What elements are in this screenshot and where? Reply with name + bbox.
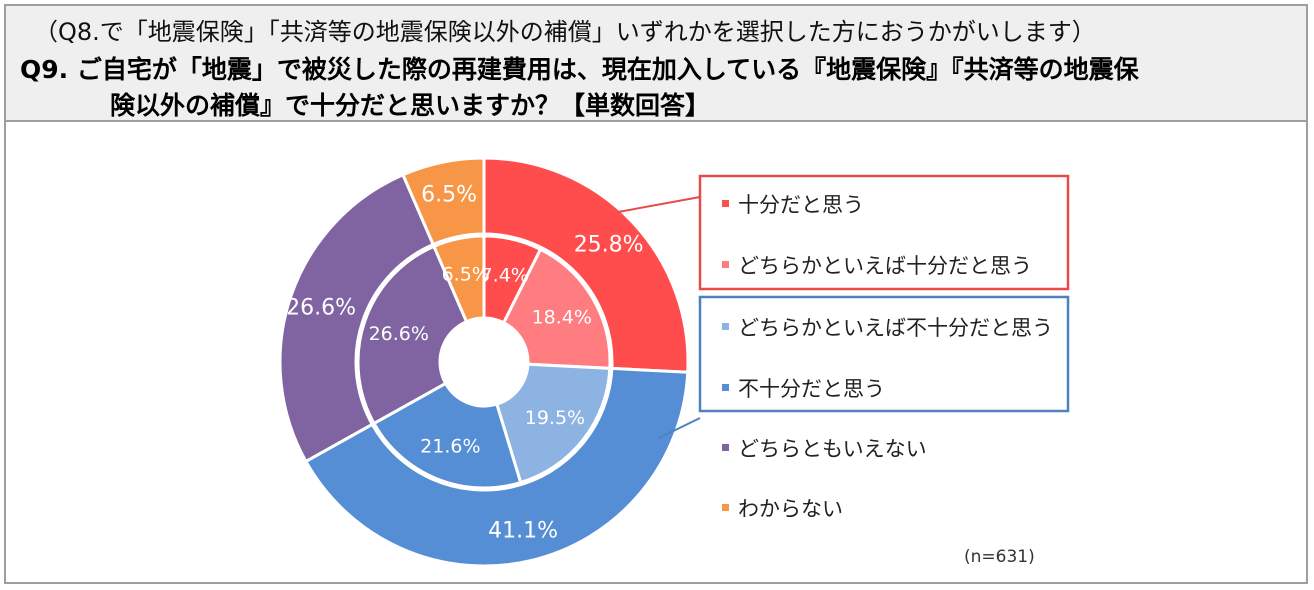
inner-ring	[356, 234, 612, 490]
legend-label: どちらかといえば十分だと思う	[738, 254, 1032, 278]
question-header: （Q8.で「地震保険」「共済等の地震保険以外の補償」いずれかを選択した方におうか…	[6, 6, 1306, 122]
outer-slice	[482, 156, 690, 374]
legend-label: わからない	[738, 497, 843, 521]
legend-swatch	[722, 261, 729, 268]
outer-ring	[278, 156, 690, 568]
inner-data-label: 26.6%	[369, 323, 429, 345]
outer-labels: 25.8% 41.1% 26.6% 6.5%	[286, 182, 643, 543]
inner-slice	[356, 244, 469, 426]
outer-data-label: 6.5%	[421, 182, 477, 207]
insufficient-group-box	[698, 295, 1070, 413]
outer-slice	[278, 172, 436, 464]
legend-label: どちらともいえない	[738, 437, 927, 461]
question-title-line-2: 険以外の補償』で十分だと思いますか？【単数回答】	[110, 91, 711, 120]
outer-data-label: 25.8%	[574, 232, 644, 257]
inner-slice	[494, 362, 612, 485]
sample-size-note: (n=631)	[964, 547, 1035, 567]
sufficient-group-box	[698, 174, 1070, 291]
legend-label: どちらかといえば不十分だと思う	[738, 316, 1053, 340]
inner-slice	[431, 234, 486, 324]
outer-slice	[303, 366, 690, 568]
inner-labels: 7.4%18.4% 19.5% 21.6% 26.6% 6.5%	[369, 264, 592, 458]
inner-data-label: 7.4%	[481, 264, 529, 286]
inner-data-label: 6.5%	[442, 264, 490, 286]
sub-condition-text: （Q8.で「地震保険」「共済等の地震保険以外の補償」いずれかを選択した方におうか…	[34, 18, 1096, 46]
legend: 十分だと思うどちらかといえば十分だと思うどちらかといえば不十分だと思う不十分だと…	[722, 193, 1053, 521]
outer-data-label: 41.1%	[488, 518, 558, 543]
sufficient-callout-line	[617, 196, 701, 213]
legend-swatch	[722, 200, 729, 207]
legend-label: 十分だと思う	[738, 193, 864, 217]
chart-frame: （Q8.で「地震保険」「共済等の地震保険以外の補償」いずれかを選択した方におうか…	[4, 4, 1308, 584]
legend-swatch	[722, 323, 729, 330]
legend-swatch	[722, 444, 729, 451]
inner-data-label: 21.6%	[420, 435, 480, 457]
outer-slice	[401, 156, 486, 247]
legend-swatch	[722, 384, 729, 391]
inner-data-label: 18.4%	[532, 307, 592, 329]
outer-data-label: 26.6%	[286, 296, 356, 321]
insufficient-callout-line	[658, 417, 701, 439]
inner-slice	[371, 381, 523, 490]
inner-slice	[501, 247, 612, 370]
inner-data-label: 19.5%	[525, 407, 585, 429]
legend-swatch	[722, 504, 729, 511]
question-title-line-1: Q9. ご自宅が「地震」で被災した際の再建費用は、現在加入している『地震保険』『…	[20, 55, 1139, 84]
donut-chart: 25.8%41.1%26.6%6.5% 7.4%18.4%19.5%21.6%2…	[278, 156, 1070, 568]
legend-label: 不十分だと思う	[738, 377, 885, 401]
